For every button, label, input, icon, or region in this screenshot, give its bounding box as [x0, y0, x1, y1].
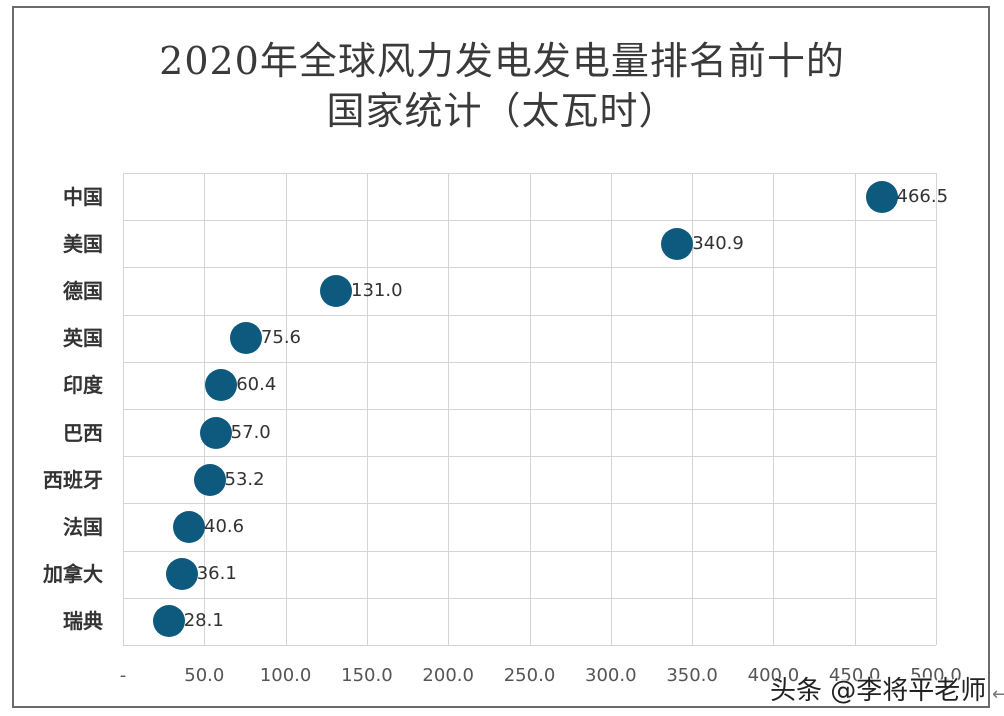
- y-axis-label: 英国: [63, 326, 103, 351]
- gridline-horizontal: [123, 456, 936, 458]
- data-point[interactable]: [229, 322, 262, 355]
- gridline-horizontal: [123, 220, 936, 222]
- gridline-horizontal: [123, 550, 936, 552]
- gridline-horizontal: [123, 409, 936, 410]
- gridline-horizontal: [123, 267, 936, 269]
- x-tick-label: 350.0: [666, 665, 718, 686]
- data-label: 28.1: [183, 610, 224, 632]
- gridline-horizontal: [123, 361, 936, 363]
- gridline-horizontal: [123, 314, 936, 316]
- x-tick-label: 500.0: [910, 665, 962, 686]
- y-axis-label: 德国: [63, 279, 103, 303]
- x-tick-label: 450.0: [828, 665, 881, 686]
- data-label: 60.4: [236, 374, 277, 396]
- data-point[interactable]: [199, 416, 232, 449]
- x-tick-label: 100.0: [259, 665, 312, 686]
- y-axis-label: 中国: [63, 184, 103, 209]
- data-label: 75.6: [260, 327, 301, 349]
- data-label: 40.6: [204, 516, 245, 537]
- data-point[interactable]: [193, 463, 226, 496]
- title-line-1: 2020年全球风力发电发电量排名前十的: [159, 39, 845, 83]
- x-tick-label: 150.0: [341, 665, 393, 686]
- gridline-vertical: [936, 173, 937, 645]
- data-label: 131.0: [351, 280, 403, 301]
- y-axis-label: 法国: [63, 515, 103, 539]
- data-point[interactable]: [865, 180, 898, 213]
- data-point[interactable]: [152, 605, 185, 638]
- gridline-horizontal: [123, 503, 936, 505]
- arrow-icon: ←: [992, 684, 1004, 705]
- data-label: 53.2: [224, 468, 265, 490]
- y-axis-label: 美国: [63, 231, 103, 256]
- x-tick-label: 300.0: [585, 665, 637, 686]
- y-axis-label: 巴西: [63, 420, 103, 445]
- data-label: 466.5: [896, 185, 949, 207]
- data-point[interactable]: [661, 227, 694, 260]
- x-tick-label: 250.0: [503, 665, 556, 686]
- data-label: 57.0: [230, 421, 271, 443]
- data-point[interactable]: [320, 275, 352, 307]
- y-axis-label: 西班牙: [43, 467, 103, 492]
- title-line-2: 国家统计（太瓦时）: [326, 89, 678, 133]
- x-tick-label: -: [119, 665, 127, 686]
- gridline-horizontal: [123, 597, 936, 599]
- plot-area: 中国 466.5 美国 340.9 德国 131.0 英国 75.6 印度 60.4 巴西 57.0 西…: [43, 173, 948, 646]
- gridline-horizontal: [123, 173, 936, 174]
- y-axis-label: 印度: [63, 373, 103, 398]
- data-point[interactable]: [165, 558, 198, 591]
- chart-title: 2020年全球风力发电发电量排名前十的 国家统计（太瓦时）: [0, 36, 1004, 136]
- x-tick-label: 200.0: [422, 665, 474, 686]
- data-label: 340.9: [692, 232, 744, 254]
- watermark: 头条 @李将平老师: [770, 676, 987, 706]
- y-axis-label: 加拿大: [43, 562, 103, 587]
- chart-frame: [12, 6, 990, 708]
- x-tick-label: 50.0: [184, 665, 225, 686]
- data-label: 36.1: [196, 563, 237, 585]
- gridline-horizontal: [123, 645, 936, 646]
- x-tick-label: 400.0: [747, 665, 800, 686]
- data-point[interactable]: [173, 511, 205, 543]
- data-point[interactable]: [205, 369, 238, 402]
- y-axis-label: 瑞典: [63, 609, 103, 634]
